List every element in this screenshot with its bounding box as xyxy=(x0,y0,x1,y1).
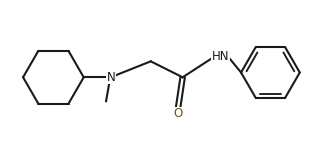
Text: N: N xyxy=(107,71,115,84)
Text: HN: HN xyxy=(212,50,230,63)
Text: O: O xyxy=(173,107,182,120)
